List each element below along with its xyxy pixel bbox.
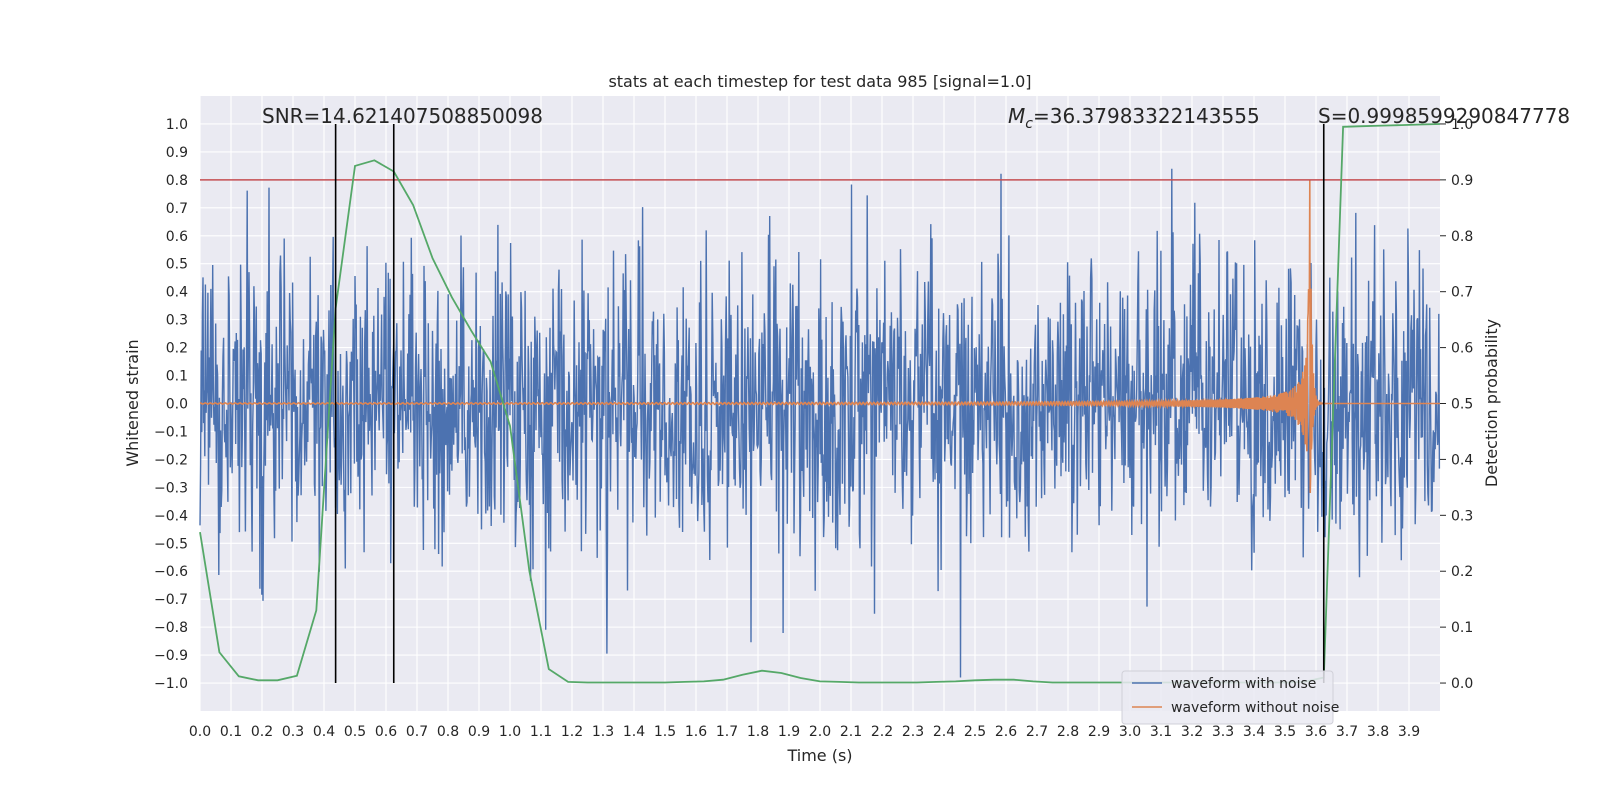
y-tick-label: 1.0 — [166, 117, 188, 133]
x-tick-label: 2.2 — [871, 724, 893, 740]
y2-tick-label: 0.7 — [1451, 285, 1473, 301]
x-tick-label: 3.5 — [1274, 724, 1296, 740]
y2-tick-label: 0.5 — [1451, 397, 1473, 413]
x-tick-label: 3.4 — [1243, 724, 1265, 740]
vertical-marker-lines — [334, 123, 1325, 684]
y-tick-label: −0.8 — [154, 620, 188, 636]
y-tick-label: −0.3 — [154, 480, 188, 496]
x-tick-label: 2.7 — [1026, 724, 1048, 740]
x-tick-label: 0.4 — [313, 724, 335, 740]
chirp-mass-symbol: M — [1008, 104, 1025, 128]
y-tick-label: −1.0 — [154, 676, 188, 692]
x-tick-label: 3.2 — [1181, 724, 1203, 740]
y-tick-label: 0.2 — [166, 341, 188, 357]
waveform-without-noise-line — [199, 179, 1440, 494]
x-tick-label: 0.8 — [437, 724, 459, 740]
x-tick-label: 2.9 — [1088, 724, 1110, 740]
y-tick-label: −0.6 — [154, 564, 188, 580]
y2-tick-label: 0.0 — [1451, 676, 1473, 692]
x-tick-label: 3.6 — [1305, 724, 1327, 740]
legend-label-noise: waveform with noise — [1171, 676, 1316, 692]
snr-annotation: SNR=14.621407508850098 — [262, 104, 543, 128]
x-tick-label: 2.3 — [902, 724, 924, 740]
y-tick-label: 0.8 — [166, 173, 188, 189]
x-tick-label: 1.2 — [561, 724, 583, 740]
x-tick-label: 1.0 — [499, 724, 521, 740]
noise-trace — [199, 168, 1441, 678]
y-tick-label: 0.7 — [166, 201, 188, 217]
x-tick-label: 0.0 — [189, 724, 211, 740]
y2-tick-label: 0.4 — [1451, 452, 1473, 468]
y2-tick-label: 0.1 — [1451, 620, 1473, 636]
y-tick-label: 0.9 — [166, 145, 188, 161]
x-tick-label: 1.6 — [685, 724, 707, 740]
x-tick-label: 0.1 — [220, 724, 242, 740]
y-tick-label: 0.3 — [166, 313, 188, 329]
x-tick-label: 1.8 — [747, 724, 769, 740]
y-axis-label: Whitened strain — [123, 339, 142, 466]
y-tick-label: −0.4 — [154, 508, 188, 524]
y-tick-label: 0.6 — [166, 229, 188, 245]
x-tick-label: 0.3 — [282, 724, 304, 740]
y-tick-label: −0.1 — [154, 424, 188, 440]
y-tick-labels: 1.0 0.9 0.8 0.7 0.6 0.5 0.4 0.3 0.2 0.1 0.0 −0.1 −0.… — [154, 117, 188, 692]
x-tick-label: 3.7 — [1336, 724, 1358, 740]
y-tick-label: −0.7 — [154, 592, 188, 608]
y2-tick-label: 0.6 — [1451, 341, 1473, 357]
chart-title: stats at each timestep for test data 985… — [608, 72, 1031, 91]
y2-tick-label: 0.8 — [1451, 229, 1473, 245]
x-tick-label: 2.1 — [840, 724, 862, 740]
y-tick-label: −0.9 — [154, 648, 188, 664]
y2-tick-label: 1.0 — [1451, 117, 1473, 133]
clean-trace — [199, 179, 1440, 494]
x-tick-label: 1.3 — [592, 724, 614, 740]
detection-statistic-annotation: S=0.9998599290847778 — [1318, 104, 1570, 128]
y-tick-label: 0.0 — [166, 397, 188, 413]
x-tick-label: 2.5 — [964, 724, 986, 740]
x-tick-label: 3.9 — [1398, 724, 1420, 740]
x-tick-label: 1.9 — [778, 724, 800, 740]
x-tick-label: 3.1 — [1150, 724, 1172, 740]
y-tick-label: −0.5 — [154, 536, 188, 552]
x-tick-label: 0.9 — [468, 724, 490, 740]
x-axis-label: Time (s) — [786, 746, 852, 765]
x-tick-label: 0.2 — [251, 724, 273, 740]
y-tick-label: 0.5 — [166, 257, 188, 273]
x-tick-label: 0.5 — [344, 724, 366, 740]
x-tick-label: 1.5 — [654, 724, 676, 740]
chirp-mass-value: =36.37983322143555 — [1033, 104, 1260, 128]
x-tick-label: 3.3 — [1212, 724, 1234, 740]
y-tick-label: 0.1 — [166, 369, 188, 385]
x-tick-label: 3.8 — [1367, 724, 1389, 740]
legend-label-clean: waveform without noise — [1171, 700, 1339, 716]
x-tick-label: 2.8 — [1057, 724, 1079, 740]
x-tick-label: 2.4 — [933, 724, 955, 740]
y2-tick-labels: 1.0 0.9 0.8 0.7 0.6 0.5 0.4 0.3 0.2 0.1 0.0 — [1440, 117, 1473, 692]
y-tick-label: 0.4 — [166, 285, 188, 301]
y2-tick-label: 0.9 — [1451, 173, 1473, 189]
legend-box — [1121, 670, 1334, 725]
x-tick-label: 1.4 — [623, 724, 645, 740]
x-tick-label: 3.0 — [1119, 724, 1141, 740]
chirp-mass-annotation: Mc=36.37983322143555 — [1008, 104, 1260, 132]
legend: waveform with noise waveform without noi… — [1121, 670, 1339, 725]
x-tick-label: 1.1 — [530, 724, 552, 740]
y2-axis-label: Detection probability — [1482, 319, 1501, 487]
y2-tick-label: 0.2 — [1451, 564, 1473, 580]
y-tick-label: −0.2 — [154, 452, 188, 468]
x-tick-labels: 0.0 0.1 0.2 0.3 0.4 0.5 0.6 0.7 0.8 0.9 1.0 1.1 1.2 1… — [189, 724, 1420, 740]
x-tick-label: 2.0 — [809, 724, 831, 740]
x-tick-label: 2.6 — [995, 724, 1017, 740]
x-tick-label: 1.7 — [716, 724, 738, 740]
x-tick-label: 0.7 — [406, 724, 428, 740]
y2-tick-label: 0.3 — [1451, 508, 1473, 524]
x-tick-label: 0.6 — [375, 724, 397, 740]
waveform-with-noise-line — [199, 168, 1441, 678]
chirp-mass-subscript: c — [1025, 116, 1033, 132]
